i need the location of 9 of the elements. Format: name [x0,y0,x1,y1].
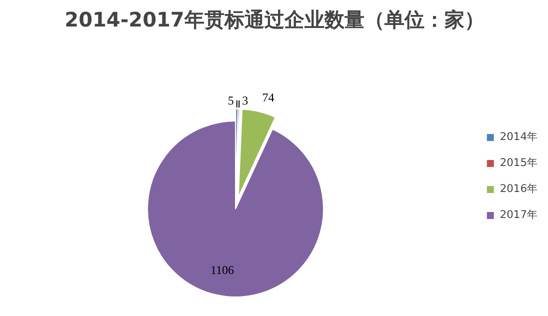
data-label: 1106 [210,262,234,277]
legend-label: 2015年 [500,156,538,170]
data-label: 74 [262,90,274,104]
legend-label: 2014年 [500,130,538,144]
data-label: 5 [228,93,234,108]
data-label: 3 [242,93,248,108]
legend-label: 2017年 [500,208,538,222]
legend-label: 2016年 [500,182,538,196]
chart-title: 2014-2017年贯标通过企业数量（单位：家） [64,8,484,32]
